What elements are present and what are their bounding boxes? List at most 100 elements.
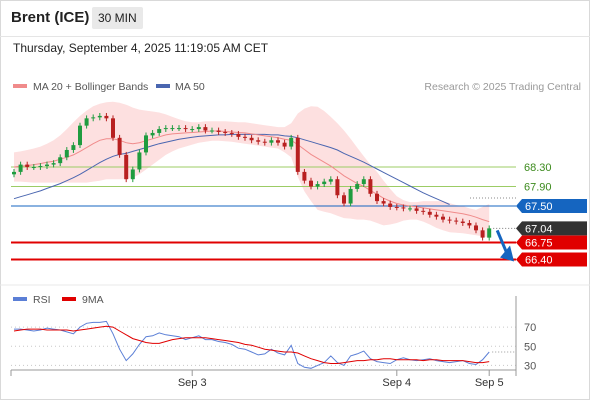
level-67-50-label: 67.50 xyxy=(525,201,553,213)
candle xyxy=(71,142,76,153)
legend-rsi-swatch xyxy=(13,297,27,301)
candle xyxy=(196,124,201,132)
rsi-tick-50: 50 xyxy=(524,341,536,353)
candle-body xyxy=(289,137,294,147)
candle-body xyxy=(361,179,366,185)
candle xyxy=(421,207,426,215)
level-67-04-tag xyxy=(516,221,587,236)
legend-ma20-label: MA 20 + Bollinger Bands xyxy=(33,81,148,93)
candle xyxy=(38,163,43,170)
candle xyxy=(276,137,280,146)
x-label-sep-3: Sep 3 xyxy=(178,377,207,389)
candle xyxy=(315,181,320,190)
candle xyxy=(18,161,23,175)
candle xyxy=(368,176,373,197)
candle xyxy=(355,181,360,192)
candle-body xyxy=(71,145,76,150)
candle xyxy=(401,204,406,212)
candle-body xyxy=(421,210,426,212)
candle-body xyxy=(355,184,360,189)
candle-body xyxy=(474,225,478,231)
candle-body xyxy=(322,181,327,185)
candle xyxy=(361,176,366,187)
candle-body xyxy=(38,166,43,168)
candle-body xyxy=(203,127,208,131)
candle-body xyxy=(58,157,63,164)
candle xyxy=(249,134,254,144)
candle-body xyxy=(328,179,333,182)
candle xyxy=(64,147,69,161)
level-67-50-tag xyxy=(516,198,587,213)
instrument-title: Brent (ICE) xyxy=(11,9,90,26)
candle xyxy=(262,138,267,146)
candle xyxy=(97,112,102,121)
level-66-75-tag xyxy=(516,235,587,250)
timeframe-button[interactable]: 30 MIN xyxy=(92,7,143,29)
candle xyxy=(111,115,115,141)
candle xyxy=(163,125,168,132)
candle-body xyxy=(150,132,155,136)
candle-body xyxy=(144,135,148,153)
candle xyxy=(190,126,195,132)
candle xyxy=(210,127,214,134)
level-66-40-tag xyxy=(516,252,587,267)
candle xyxy=(177,125,181,131)
candle-body xyxy=(84,118,89,126)
rsi-tick-70: 70 xyxy=(524,322,536,334)
candle-body xyxy=(183,128,188,130)
candle-body xyxy=(335,179,340,196)
candle-body xyxy=(78,125,82,146)
candle xyxy=(474,222,478,234)
candle-body xyxy=(309,180,313,187)
candle-body xyxy=(104,115,109,119)
candle-body xyxy=(223,131,228,133)
candle xyxy=(157,126,162,136)
candle-body xyxy=(170,128,175,130)
candle-body xyxy=(441,216,445,220)
candle-body xyxy=(236,133,241,137)
legend-ma50-swatch xyxy=(156,84,170,88)
candle-body xyxy=(130,169,135,180)
candle-body xyxy=(64,149,69,158)
candle xyxy=(84,115,89,129)
header-bar: Brent (ICE) 30 MIN xyxy=(0,0,590,36)
candle-body xyxy=(137,152,142,170)
candle xyxy=(117,134,122,158)
candle-body xyxy=(117,137,122,155)
candle-body xyxy=(394,206,399,208)
candle-body xyxy=(388,203,393,207)
candle xyxy=(487,225,492,241)
candle xyxy=(427,208,432,218)
x-label-sep-5: Sep 5 xyxy=(475,377,504,389)
level-68-30-label: 68.30 xyxy=(524,162,552,174)
candle xyxy=(394,204,399,211)
candle xyxy=(256,137,261,145)
candle-body xyxy=(249,137,254,141)
candle xyxy=(460,218,465,226)
candle-body xyxy=(295,137,300,172)
candle-body xyxy=(269,140,274,143)
candle xyxy=(328,176,333,185)
credit-text: Research © 2025 Trading Central xyxy=(424,81,581,93)
candles xyxy=(12,112,492,241)
candle xyxy=(414,205,419,214)
candle xyxy=(381,198,386,207)
candle xyxy=(322,178,327,187)
candle-body xyxy=(45,164,49,167)
header-divider xyxy=(0,36,590,37)
candle xyxy=(467,220,472,229)
candle-body xyxy=(111,118,115,138)
candle xyxy=(150,130,155,139)
candle-body xyxy=(276,140,280,143)
candle-body xyxy=(216,130,221,132)
candle-body xyxy=(375,193,379,202)
rsi-tick-30: 30 xyxy=(524,360,536,372)
candle-body xyxy=(401,207,406,209)
candle-body xyxy=(256,140,261,142)
candle-body xyxy=(18,164,23,172)
candle-body xyxy=(51,163,56,165)
candle xyxy=(130,166,135,183)
datetime-label: Thursday, September 4, 2025 11:19:05 AM … xyxy=(13,41,269,55)
candle xyxy=(183,125,188,132)
